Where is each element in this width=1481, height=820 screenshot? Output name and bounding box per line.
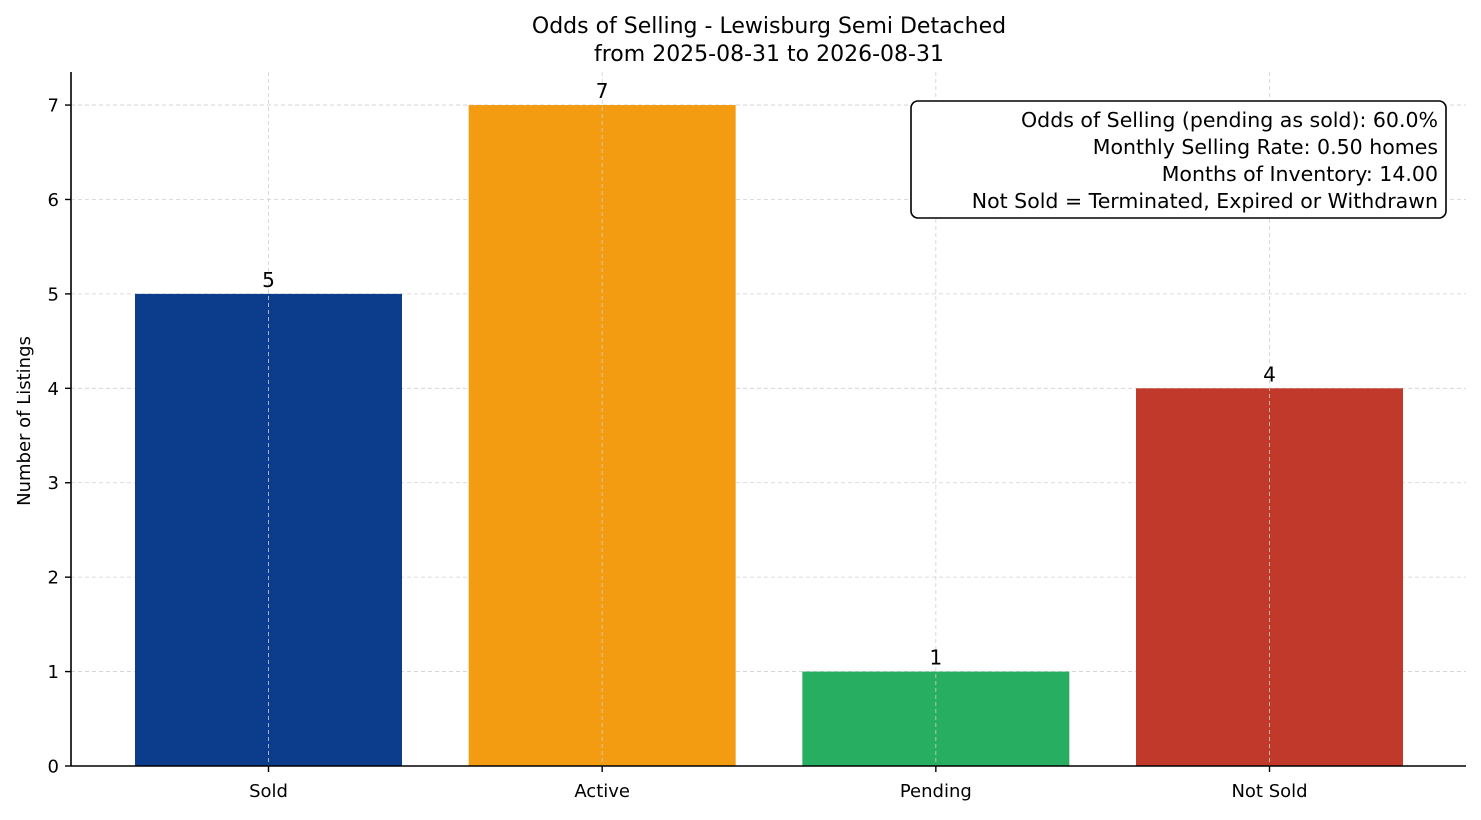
y-tick-label: 0	[48, 757, 59, 778]
x-tick-label: Sold	[249, 781, 288, 802]
chart-title: Odds of Selling - Lewisburg Semi Detache…	[532, 14, 1006, 39]
bar-value-label: 7	[596, 79, 609, 103]
chart-subtitle: from 2025-08-31 to 2026-08-31	[594, 42, 944, 67]
info-box-line: Monthly Selling Rate: 0.50 homes	[1093, 135, 1438, 159]
y-tick-label: 2	[48, 568, 59, 589]
y-axis-label: Number of Listings	[14, 336, 35, 506]
x-tick-label: Not Sold	[1231, 781, 1307, 802]
y-tick-label: 5	[48, 284, 59, 305]
y-tick-label: 6	[48, 190, 59, 211]
label-layer: 5 7 1 4	[262, 79, 1276, 670]
info-box-line: Odds of Selling (pending as sold): 60.0%	[1021, 108, 1438, 132]
x-tick-label: Active	[574, 781, 630, 802]
bar-value-label: 1	[929, 646, 942, 670]
y-tick-label: 4	[48, 379, 59, 400]
info-box: Odds of Selling (pending as sold): 60.0%…	[910, 100, 1447, 219]
axis-layer: 0 1 2 3 4 5 6 7 Sold Active Pending Not Sold	[48, 72, 1466, 802]
info-box-line: Not Sold = Terminated, Expired or Withdr…	[972, 189, 1438, 213]
info-box-frame	[910, 100, 1447, 219]
y-tick-label: 1	[48, 662, 59, 683]
y-tick-label: 7	[48, 96, 59, 117]
info-box-line: Months of Inventory: 14.00	[1162, 162, 1438, 186]
y-tick-label: 3	[48, 473, 59, 494]
x-tick-label: Pending	[900, 781, 972, 802]
bar-value-label: 5	[262, 268, 275, 292]
bar-layer	[135, 72, 1404, 767]
bar-active	[468, 105, 736, 767]
bar-value-label: 4	[1263, 362, 1276, 386]
